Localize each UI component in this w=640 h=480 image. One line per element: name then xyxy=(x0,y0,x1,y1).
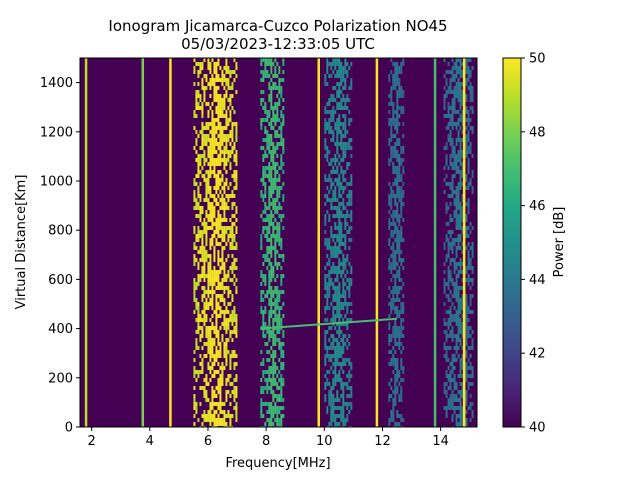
y-tick-label: 800 xyxy=(48,224,73,239)
x-tick-label: 10 xyxy=(316,434,333,449)
y-tick-label: 400 xyxy=(48,322,73,337)
x-tick-label: 12 xyxy=(374,434,391,449)
colorbar-ticks: 40 42 44 46 48 50 xyxy=(521,52,546,436)
x-axis-label: Frequency[MHz] xyxy=(225,456,330,471)
heatmap-line xyxy=(84,58,88,427)
x-tick-label: 2 xyxy=(87,434,95,449)
heatmap-line xyxy=(317,58,320,427)
colorbar-tick-label: 48 xyxy=(529,125,546,140)
heatmap-band xyxy=(388,58,405,427)
colorbar-label: Power [dB] xyxy=(552,207,567,278)
colorbar-tick-label: 44 xyxy=(529,273,546,288)
heatmap-area xyxy=(80,58,477,427)
heatmap-band xyxy=(443,58,474,427)
y-tick-label: 600 xyxy=(48,273,73,288)
heatmap-band xyxy=(324,58,353,427)
x-tick-label: 8 xyxy=(262,434,270,449)
heatmap-line xyxy=(433,58,437,427)
colorbar-tick-label: 42 xyxy=(529,347,546,362)
y-axis-ticks: 0 200 400 600 800 1000 1200 1400 xyxy=(40,76,80,436)
colorbar-tick-label: 50 xyxy=(529,52,546,67)
heatmap-line xyxy=(141,58,145,427)
x-tick-label: 4 xyxy=(146,434,154,449)
colorbar-tick-label: 40 xyxy=(529,421,546,436)
chart-title-line2: 05/03/2023-12:33:05 UTC xyxy=(181,35,375,53)
heatmap-line xyxy=(375,58,379,427)
x-tick-label: 14 xyxy=(432,434,449,449)
y-tick-label: 0 xyxy=(65,421,73,436)
plot-frame xyxy=(79,57,478,428)
x-tick-label: 6 xyxy=(204,434,212,449)
heatmap-line xyxy=(169,58,172,427)
colorbar xyxy=(502,57,522,428)
y-axis-label: Virtual Distance[Km] xyxy=(14,175,29,310)
colorbar-tick-label: 46 xyxy=(529,199,546,214)
heatmap-echo-trace xyxy=(260,317,398,330)
heatmap-band xyxy=(193,58,238,427)
y-tick-label: 1400 xyxy=(40,76,73,91)
x-axis-ticks: 2 4 6 8 10 12 14 xyxy=(87,427,449,449)
y-tick-label: 1000 xyxy=(40,175,73,190)
chart-title-line1: Ionogram Jicamarca-Cuzco Polarization NO… xyxy=(108,17,447,35)
y-tick-label: 1200 xyxy=(40,125,73,140)
y-tick-label: 200 xyxy=(48,371,73,386)
heatmap-line xyxy=(462,58,466,427)
